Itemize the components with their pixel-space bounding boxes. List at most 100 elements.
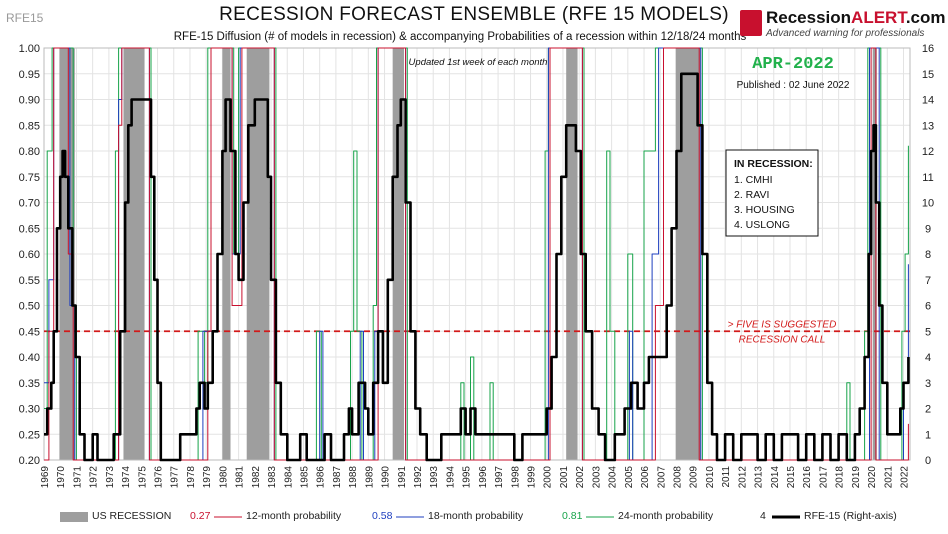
year-tick-label: 2008	[672, 466, 683, 489]
recession-band	[392, 48, 405, 460]
gridlines	[43, 47, 910, 461]
in-recession-item: 3. HOUSING	[734, 204, 795, 216]
right-tick-label: 14	[922, 95, 934, 107]
legend: US RECESSION 0.27 12-month probability 0…	[0, 506, 948, 526]
year-tick-label: 2007	[656, 466, 667, 489]
legend-p12-label: 12-month probability	[246, 510, 342, 522]
year-tick-label: 1989	[364, 466, 375, 489]
legend-p18-label: 18-month probability	[428, 510, 524, 522]
published-date: Published : 02 June 2022	[737, 80, 850, 91]
year-tick-label: 2006	[640, 466, 651, 489]
year-tick-label: 2004	[608, 466, 619, 489]
in-recession-item: 2. RAVI	[734, 189, 769, 201]
year-tick-label: 1994	[445, 466, 456, 489]
chart-title: RECESSION FORECAST ENSEMBLE (RFE 15 MODE…	[219, 4, 729, 25]
left-tick-label: 0.90	[19, 95, 40, 107]
legend-recession-swatch	[60, 512, 88, 522]
left-tick-label: 0.30	[19, 404, 40, 416]
year-tick-label: 1985	[299, 466, 310, 489]
in-recession-item: 1. CMHI	[734, 174, 773, 186]
year-tick-label: 2005	[624, 466, 635, 489]
right-tick-label: 0	[925, 455, 931, 467]
right-tick-label: 2	[925, 404, 931, 416]
in-recession-title: IN RECESSION:	[734, 158, 813, 170]
right-tick-label: 8	[925, 249, 931, 261]
right-tick-label: 5	[925, 326, 931, 338]
legend-rfe-value: 4	[760, 510, 766, 522]
left-tick-label: 0.50	[19, 301, 40, 313]
brand-logo: RecessionALERT.com Advanced warning for …	[740, 8, 946, 42]
year-tick-label: 1980	[218, 466, 229, 489]
year-tick-label: 1973	[105, 466, 116, 489]
year-tick-label: 1970	[56, 466, 67, 489]
year-tick-label: 1984	[283, 466, 294, 489]
in-recession-item: 4. USLONG	[734, 219, 790, 231]
left-tick-label: 0.75	[19, 172, 40, 184]
annotations: Updated 1st week of each month APR-2022 Pu…	[409, 55, 850, 345]
year-tick-label: 1977	[170, 466, 181, 489]
recession-band	[872, 48, 877, 460]
year-tick-label: 1976	[154, 466, 165, 489]
year-tick-label: 2010	[705, 466, 716, 489]
year-tick-label: 1978	[186, 466, 197, 489]
recession-band	[246, 48, 270, 460]
legend-p18-value: 0.58	[372, 510, 393, 522]
right-tick-label: 1	[925, 429, 931, 441]
year-tick-label: 2001	[559, 466, 570, 489]
right-tick-label: 15	[922, 69, 934, 81]
year-tick-label: 1990	[381, 466, 392, 489]
in-recession-box	[725, 149, 819, 237]
year-tick-label: 1988	[348, 466, 359, 489]
year-tick-label: 2017	[818, 466, 829, 489]
legend-rfe-label: RFE-15 (Right-axis)	[804, 510, 897, 522]
series-lines	[44, 47, 910, 462]
legend-p12-swatch	[214, 516, 242, 518]
year-tick-label: 2016	[802, 466, 813, 489]
year-tick-label: 1975	[137, 466, 148, 489]
year-tick-label: 1998	[510, 466, 521, 489]
right-tick-label: 7	[925, 275, 931, 287]
year-tick-label: 2021	[883, 466, 894, 489]
year-tick-label: 1979	[202, 466, 213, 489]
left-tick-label: 0.70	[19, 198, 40, 210]
legend-p24-label: 24-month probability	[618, 510, 714, 522]
year-tick-label: 2014	[770, 466, 781, 489]
chart-subtitle: RFE-15 Diffusion (# of models in recessi…	[173, 31, 747, 43]
left-tick-label: 0.35	[19, 378, 40, 390]
year-tick-label: 2015	[786, 466, 797, 489]
recession-band	[222, 48, 231, 460]
year-tick-label: 1995	[462, 466, 473, 489]
right-tick-label: 9	[925, 223, 931, 235]
legend-p12-value: 0.27	[190, 510, 211, 522]
left-tick-label: 0.40	[19, 352, 40, 364]
recession-band	[566, 48, 578, 460]
right-tick-label: 16	[922, 43, 934, 55]
left-tick-label: 0.65	[19, 223, 40, 235]
year-tick-label: 2020	[867, 466, 878, 489]
left-tick-label: 0.25	[19, 429, 40, 441]
legend-recession-label: US RECESSION	[92, 510, 172, 522]
axes: 0.20 0.25 0.30 0.35 0.40 0.45 0.50 0.55 0.60 0.65…	[19, 43, 935, 488]
year-tick-label: 2003	[591, 466, 602, 489]
recession-band	[123, 48, 145, 460]
legend-p24-value: 0.81	[562, 510, 583, 522]
logo-icon	[740, 10, 762, 36]
left-tick-label: 0.20	[19, 455, 40, 467]
year-tick-label: 1992	[413, 466, 424, 489]
year-tick-label: 2011	[721, 466, 732, 488]
year-tick-label: 2009	[689, 466, 700, 489]
year-tick-label: 1991	[397, 466, 408, 489]
year-tick-label: 1987	[332, 466, 343, 489]
year-tick-label: 2002	[575, 466, 586, 489]
year-tick-label: 2018	[835, 466, 846, 489]
year-tick-label: 1974	[121, 466, 132, 489]
right-tick-label: 11	[922, 172, 933, 184]
updated-note: Updated 1st week of each month	[409, 57, 548, 68]
right-tick-label: 4	[925, 352, 931, 364]
legend-p18-swatch	[396, 516, 424, 518]
year-tick-label: 2019	[851, 466, 862, 489]
year-tick-label: 1969	[40, 466, 51, 489]
year-tick-label: 2000	[543, 466, 554, 489]
right-tick-label: 6	[925, 301, 931, 313]
